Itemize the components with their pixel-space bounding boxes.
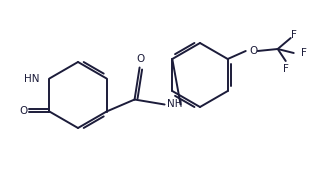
Text: F: F xyxy=(291,30,297,40)
Text: O: O xyxy=(19,107,27,117)
Text: HN: HN xyxy=(24,74,39,84)
Text: O: O xyxy=(250,46,258,56)
Text: O: O xyxy=(137,55,145,65)
Text: F: F xyxy=(301,48,307,58)
Text: NH: NH xyxy=(167,98,182,108)
Text: F: F xyxy=(283,64,289,74)
